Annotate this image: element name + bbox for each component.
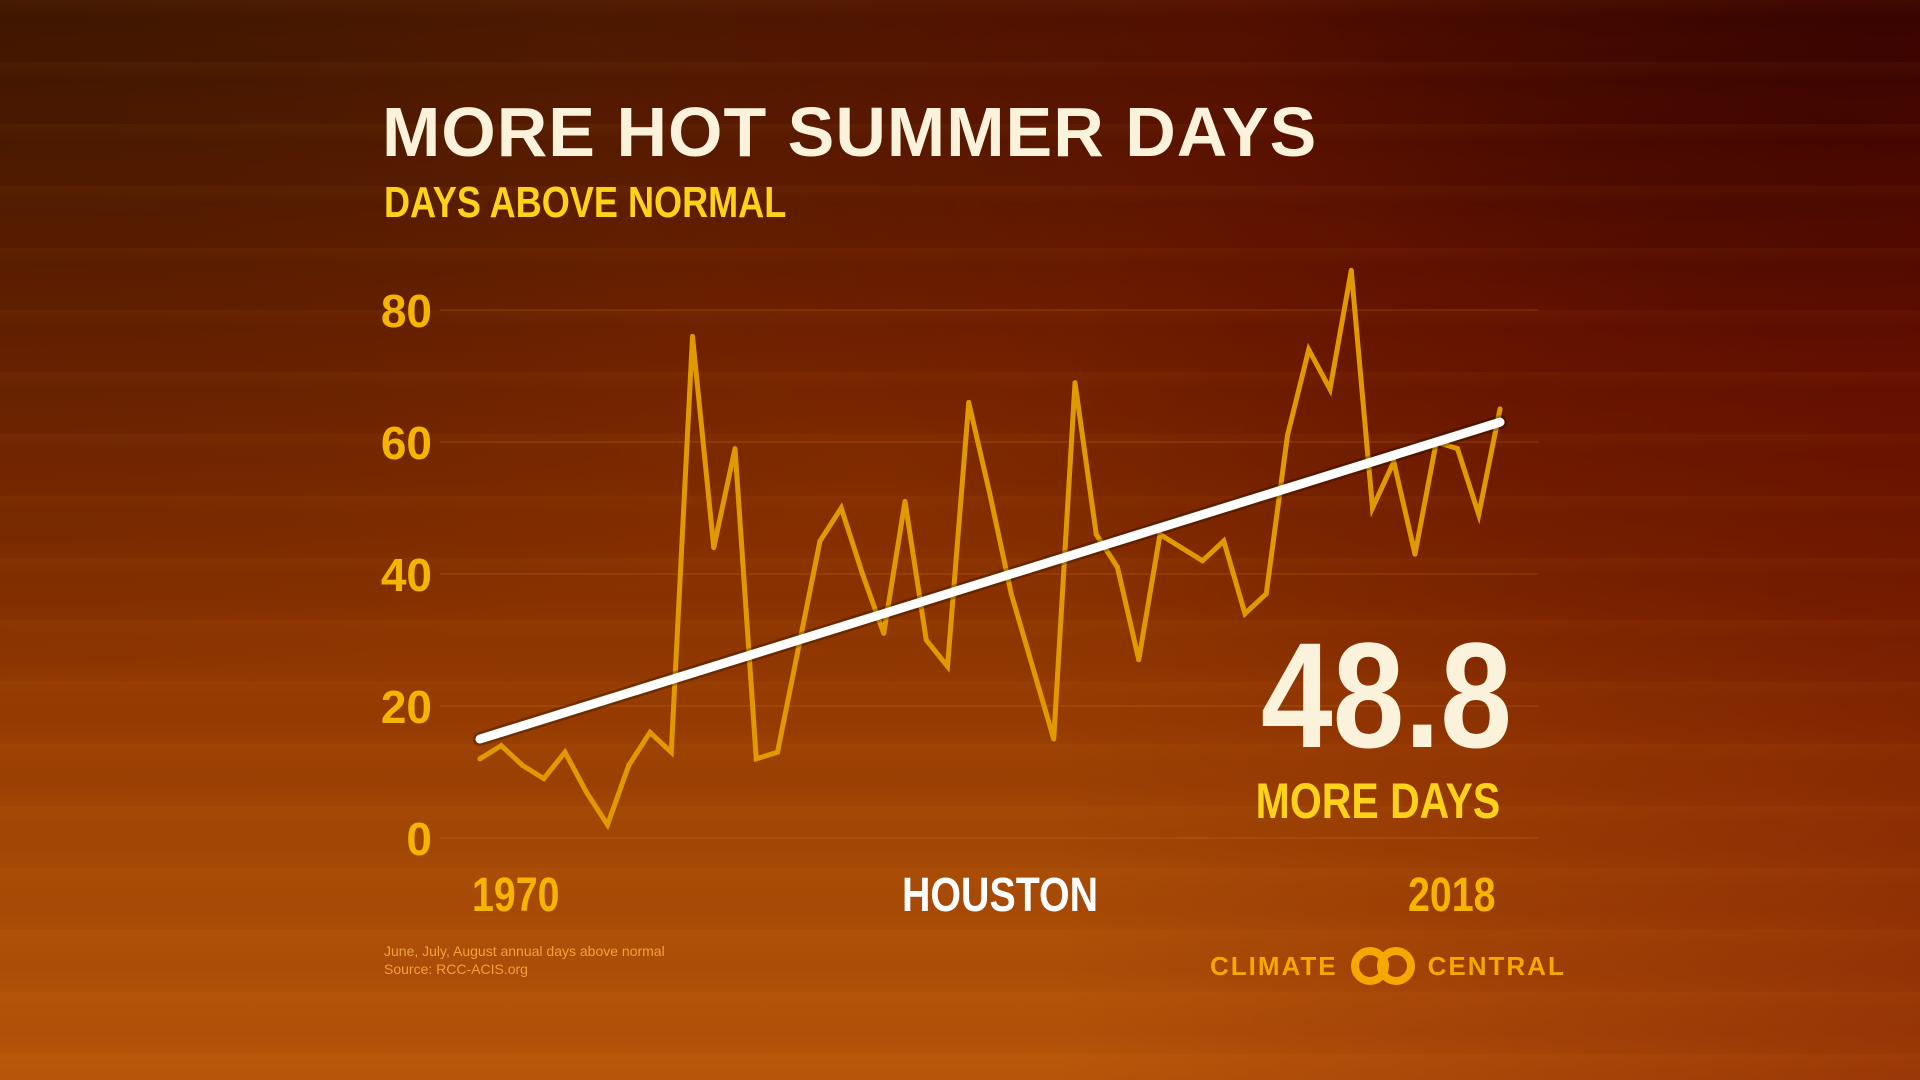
data-point: [1306, 347, 1312, 353]
data-point: [838, 505, 844, 511]
logo-word-right: CENTRAL: [1427, 950, 1566, 981]
data-point: [945, 663, 950, 669]
footnote: June, July, August annual days above nor…: [384, 942, 665, 978]
data-point: [923, 637, 929, 643]
series-group: [477, 267, 1503, 831]
data-point: [881, 630, 887, 636]
footnote-description: June, July, August annual days above nor…: [384, 943, 665, 959]
data-point: [1497, 406, 1503, 412]
data-point: [1221, 538, 1227, 544]
data-point: [711, 545, 717, 551]
trend-line: [475, 417, 1505, 744]
data-point: [1157, 531, 1163, 537]
y-tick-label: 80: [381, 285, 432, 337]
y-tick-label: 40: [381, 549, 432, 601]
y-tick-label: 60: [381, 417, 432, 469]
y-tick-label: 0: [406, 813, 432, 865]
data-point: [753, 756, 759, 762]
location-label: HOUSTON: [902, 869, 1099, 922]
data-point: [817, 538, 823, 544]
data-point: [498, 743, 504, 749]
data-point: [583, 789, 589, 795]
y-tick-label: 20: [381, 681, 432, 733]
data-point: [1412, 551, 1418, 557]
data-point: [1136, 657, 1142, 663]
data-point: [1370, 505, 1375, 511]
data-point: [796, 644, 802, 650]
data-point: [987, 492, 993, 498]
data-point: [1455, 446, 1460, 452]
data-point: [1030, 663, 1035, 669]
data-point: [902, 498, 908, 504]
y-axis-ticks: 0 20 40 60 80: [381, 285, 432, 865]
data-point: [1476, 512, 1482, 518]
data-point: [605, 822, 610, 828]
highlight-value: 48.8: [1260, 611, 1512, 779]
trend-line-group: [473, 415, 1507, 746]
data-point: [1263, 591, 1269, 597]
data-point: [1008, 591, 1014, 597]
data-point: [1178, 545, 1184, 551]
data-point: [1327, 386, 1333, 392]
data-point: [775, 749, 780, 755]
data-point: [966, 399, 972, 405]
climate-central-logo: CLIMATE CENTRAL: [1210, 946, 1566, 986]
chart-subtitle: DAYS ABOVE NORMAL: [384, 178, 787, 227]
data-point: [477, 756, 483, 762]
data-point: [668, 749, 674, 755]
highlight-caption: MORE DAYS: [1255, 773, 1500, 829]
data-point: [860, 571, 865, 577]
data-point: [1093, 531, 1099, 537]
data-point: [1115, 564, 1120, 570]
x-start-label: 1970: [472, 869, 560, 922]
data-point: [690, 333, 695, 339]
data-point: [647, 729, 653, 735]
data-point: [1200, 558, 1205, 564]
data-point: [732, 446, 738, 452]
data-point: [1072, 380, 1078, 386]
data-point: [541, 776, 547, 782]
data-point: [1391, 459, 1397, 465]
logo-word-left: CLIMATE: [1210, 950, 1338, 981]
chart-title: MORE HOT SUMMER DAYS: [382, 93, 1318, 171]
data-point: [1348, 267, 1354, 273]
data-point: [520, 762, 525, 768]
data-point: [562, 749, 568, 755]
data-point: [1051, 736, 1057, 742]
climate-central-rings-icon: [1350, 947, 1415, 985]
data-point: [626, 762, 632, 768]
x-end-label: 2018: [1408, 869, 1496, 922]
footnote-source: Source: RCC-ACIS.org: [384, 961, 528, 977]
data-point: [1242, 611, 1248, 617]
data-point: [1285, 432, 1290, 438]
